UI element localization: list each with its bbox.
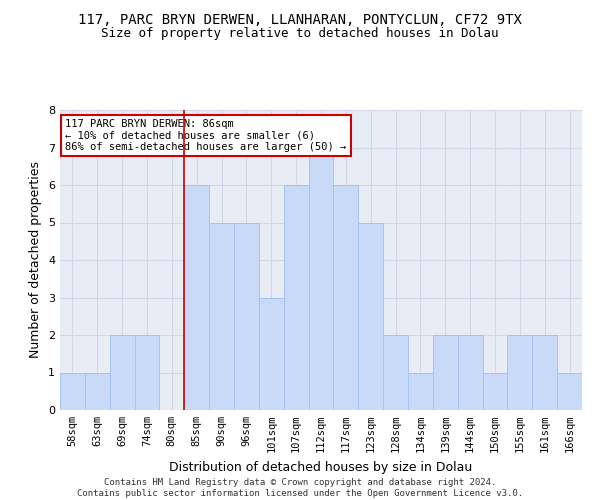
Bar	[184, 185, 209, 410]
Bar	[508, 335, 532, 410]
Text: 117 PARC BRYN DERWEN: 86sqm
← 10% of detached houses are smaller (6)
86% of semi: 117 PARC BRYN DERWEN: 86sqm ← 10% of det…	[65, 119, 346, 152]
Bar	[557, 372, 582, 410]
Bar	[532, 335, 557, 410]
Bar	[458, 335, 482, 410]
Bar	[60, 372, 85, 410]
Bar	[209, 222, 234, 410]
Bar	[110, 335, 134, 410]
Bar	[383, 335, 408, 410]
Text: Contains HM Land Registry data © Crown copyright and database right 2024.
Contai: Contains HM Land Registry data © Crown c…	[77, 478, 523, 498]
Y-axis label: Number of detached properties: Number of detached properties	[29, 162, 43, 358]
Bar	[308, 148, 334, 410]
Text: Size of property relative to detached houses in Dolau: Size of property relative to detached ho…	[101, 28, 499, 40]
Bar	[284, 185, 308, 410]
Text: 117, PARC BRYN DERWEN, LLANHARAN, PONTYCLUN, CF72 9TX: 117, PARC BRYN DERWEN, LLANHARAN, PONTYC…	[78, 12, 522, 26]
Bar	[134, 335, 160, 410]
Bar	[482, 372, 508, 410]
Bar	[334, 185, 358, 410]
Bar	[408, 372, 433, 410]
Bar	[234, 222, 259, 410]
X-axis label: Distribution of detached houses by size in Dolau: Distribution of detached houses by size …	[169, 460, 473, 473]
Bar	[259, 298, 284, 410]
Bar	[85, 372, 110, 410]
Bar	[358, 222, 383, 410]
Bar	[433, 335, 458, 410]
